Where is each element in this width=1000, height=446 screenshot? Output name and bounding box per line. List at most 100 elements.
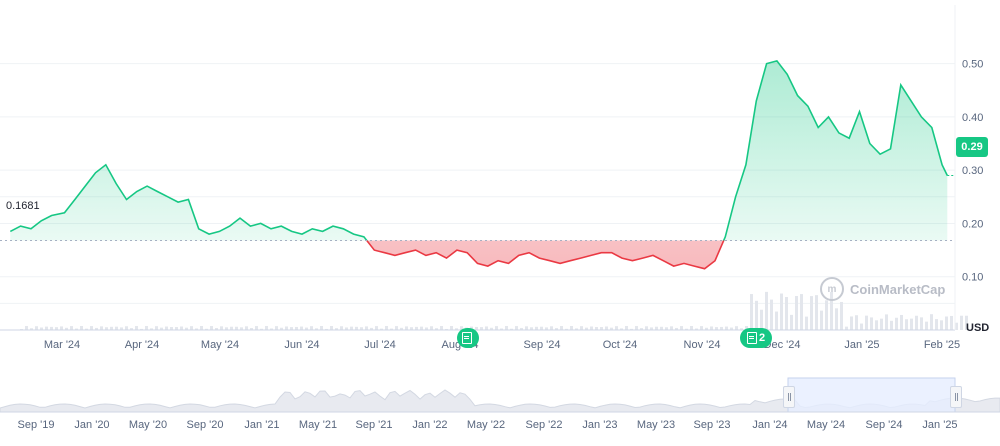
current-price-badge: 0.29 bbox=[956, 137, 988, 157]
volume-bar bbox=[400, 327, 403, 330]
volume-bar bbox=[750, 294, 753, 330]
volume-bar bbox=[860, 323, 863, 330]
volume-bar bbox=[725, 326, 728, 330]
volume-bar bbox=[95, 327, 98, 330]
volume-bar bbox=[505, 326, 508, 330]
volume-bar bbox=[880, 318, 883, 330]
area-above-baseline bbox=[10, 60, 948, 241]
volume-bar bbox=[250, 328, 253, 330]
volume-bar bbox=[765, 291, 768, 330]
volume-bar bbox=[665, 327, 668, 330]
navigator-tick-label: Jan '20 bbox=[74, 419, 109, 431]
volume-bar bbox=[605, 326, 608, 330]
volume-bar bbox=[155, 326, 158, 330]
volume-bar bbox=[490, 327, 493, 330]
navigator-tick-label: Jan '24 bbox=[752, 419, 787, 431]
volume-bar bbox=[760, 309, 763, 330]
y-tick-label: 0.20 bbox=[962, 218, 983, 230]
navigator-right-handle[interactable] bbox=[950, 386, 962, 408]
volume-bar bbox=[405, 326, 408, 330]
volume-bar bbox=[955, 322, 958, 330]
volume-bar bbox=[810, 296, 813, 330]
navigator-tick-label: Sep '20 bbox=[187, 419, 224, 431]
volume-bar bbox=[780, 293, 783, 330]
volume-bar bbox=[75, 328, 78, 330]
volume-bar bbox=[705, 327, 708, 330]
volume-bar bbox=[275, 326, 278, 330]
volume-bar bbox=[205, 328, 208, 330]
volume-bar bbox=[340, 326, 343, 330]
volume-bar bbox=[305, 327, 308, 330]
volume-bar bbox=[815, 295, 818, 330]
volume-bar bbox=[645, 326, 648, 330]
volume-bar bbox=[900, 314, 903, 330]
volume-bar bbox=[450, 326, 453, 330]
volume-bar bbox=[510, 328, 513, 330]
volume-bar bbox=[420, 326, 423, 330]
volume-bar bbox=[160, 327, 163, 330]
volume-bar bbox=[600, 327, 603, 330]
volume-bar bbox=[195, 328, 198, 330]
volume-bar bbox=[680, 326, 683, 330]
volume-bar bbox=[375, 326, 378, 330]
volume-bar bbox=[570, 326, 573, 330]
volume-bar bbox=[115, 326, 118, 330]
y-tick-label: 0.30 bbox=[962, 165, 983, 177]
document-icon bbox=[462, 332, 472, 344]
volume-bar bbox=[345, 327, 348, 330]
document-icon bbox=[746, 332, 757, 344]
volume-bar bbox=[635, 326, 638, 330]
volume-bar bbox=[25, 326, 28, 330]
x-tick-label: Jul '24 bbox=[364, 339, 395, 351]
volume-bar bbox=[525, 326, 528, 330]
volume-bar bbox=[870, 317, 873, 330]
volume-bar bbox=[325, 328, 328, 330]
volume-bar bbox=[230, 326, 233, 330]
volume-bar bbox=[625, 326, 628, 330]
volume-bar bbox=[265, 326, 268, 330]
volume-bar bbox=[565, 328, 568, 330]
volume-bar bbox=[910, 318, 913, 330]
volume-bar bbox=[820, 310, 823, 330]
navigator-left-handle[interactable] bbox=[783, 386, 795, 408]
volume-bar bbox=[590, 326, 593, 330]
volume-bar bbox=[45, 326, 48, 330]
volume-bar bbox=[480, 327, 483, 330]
volume-bar bbox=[915, 315, 918, 330]
volume-bar bbox=[190, 326, 193, 330]
volume-bar bbox=[485, 326, 488, 330]
volume-bar bbox=[35, 326, 38, 330]
volume-bar bbox=[715, 327, 718, 330]
event-marker[interactable] bbox=[457, 328, 479, 348]
volume-bar bbox=[425, 327, 428, 330]
volume-bar bbox=[350, 326, 353, 330]
y-tick-label: 0.40 bbox=[962, 112, 983, 124]
y-tick-label: 0.50 bbox=[962, 59, 983, 71]
volume-bar bbox=[835, 308, 838, 330]
volume-bar bbox=[415, 326, 418, 330]
volume-bar bbox=[435, 328, 438, 330]
currency-label: USD bbox=[966, 322, 990, 334]
volume-bar bbox=[225, 327, 228, 330]
volume-bar bbox=[620, 328, 623, 330]
volume-bar bbox=[70, 326, 73, 330]
volume-bar bbox=[50, 326, 53, 330]
price-line-up bbox=[9, 59, 949, 241]
volume-bar bbox=[555, 328, 558, 330]
volume-bar bbox=[730, 327, 733, 330]
volume-bar bbox=[875, 320, 878, 330]
volume-bar bbox=[540, 326, 543, 330]
watermark-text: CoinMarketCap bbox=[850, 281, 946, 297]
volume-bar bbox=[710, 326, 713, 330]
volume-bar bbox=[240, 327, 243, 330]
x-tick-label: Apr '24 bbox=[125, 339, 160, 351]
volume-bar bbox=[410, 327, 413, 330]
volume-bar bbox=[150, 328, 153, 330]
volume-bar bbox=[865, 315, 868, 330]
navigator-tick-label: May '21 bbox=[299, 419, 337, 431]
x-tick-label: Jan '25 bbox=[844, 339, 879, 351]
volume-bar bbox=[950, 315, 953, 330]
volume-bar bbox=[120, 327, 123, 330]
event-marker[interactable]: 2 bbox=[740, 328, 772, 348]
